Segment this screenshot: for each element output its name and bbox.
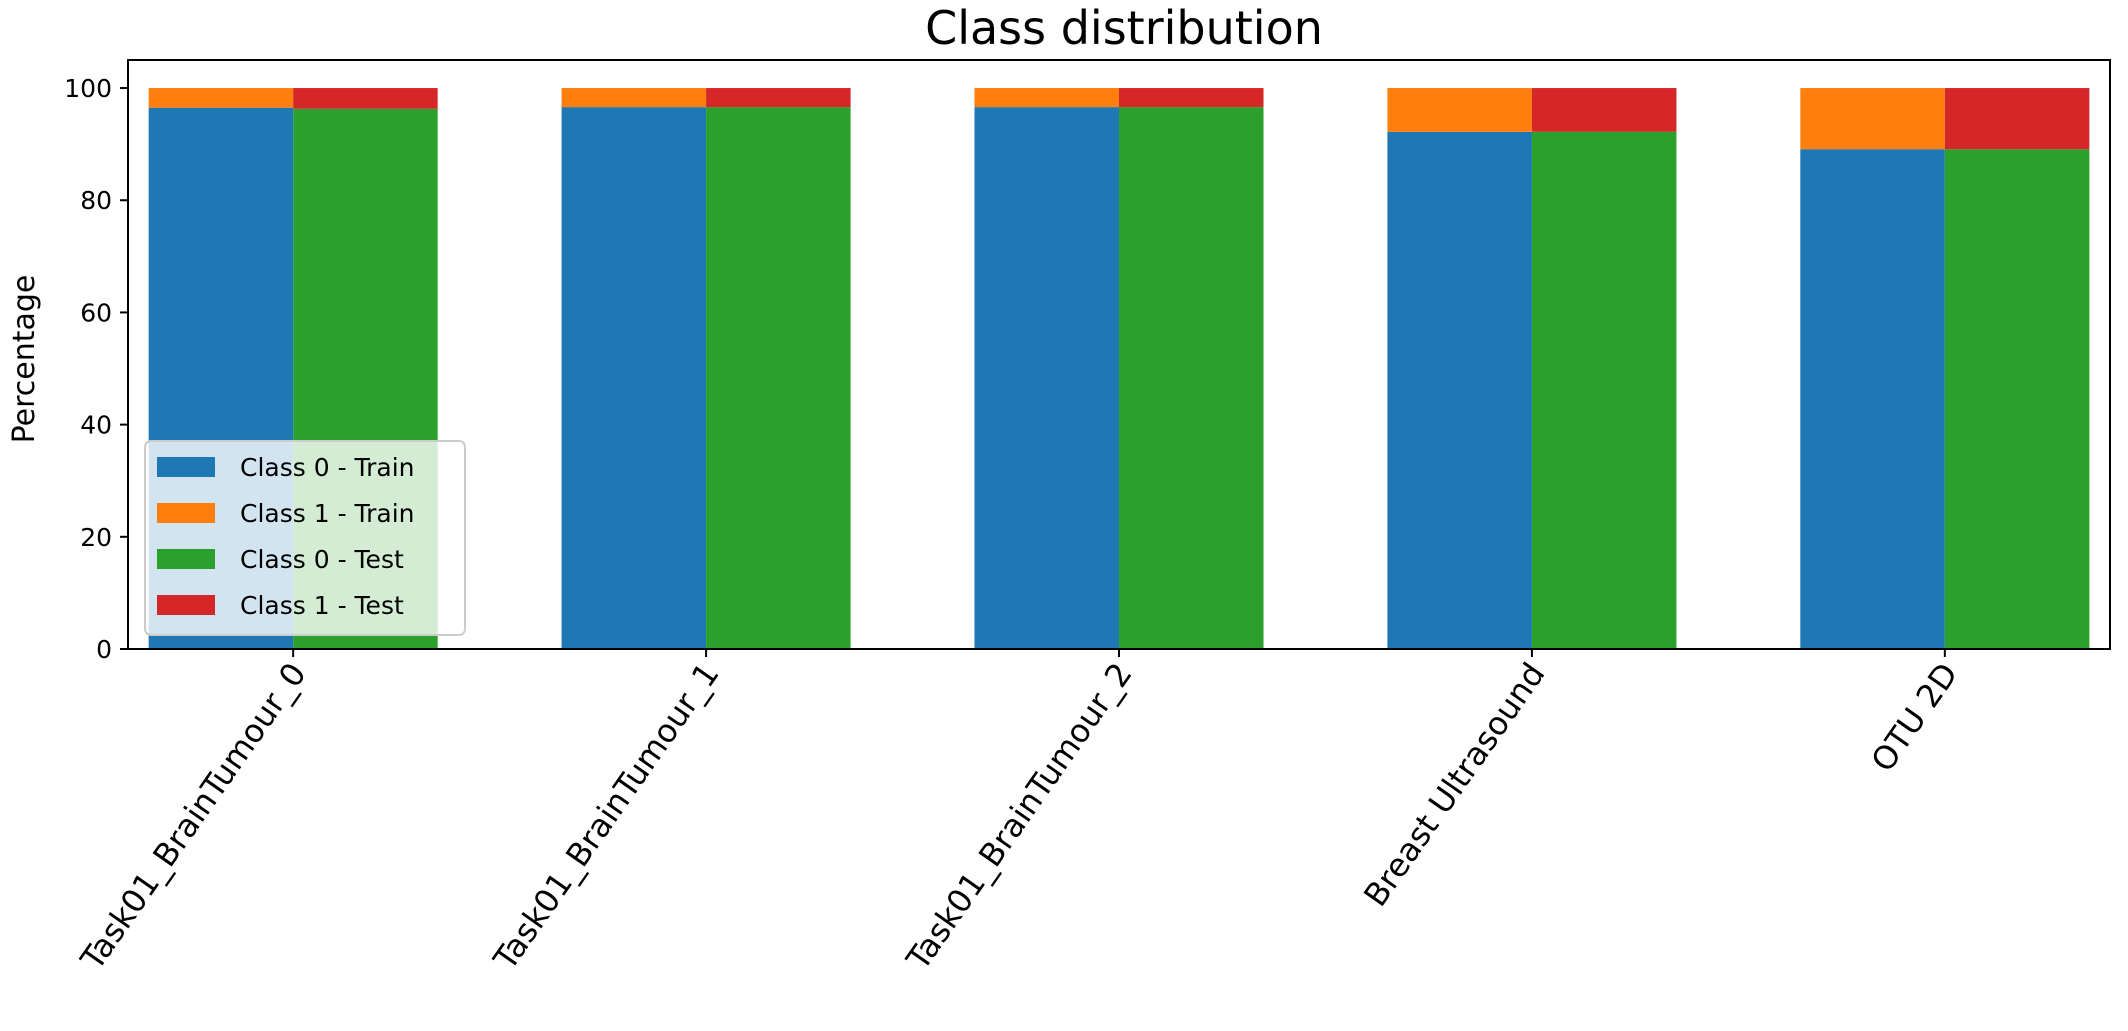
x-axis: Task01_BrainTumour_0 Task01_BrainTumour_1… xyxy=(73,649,1966,978)
legend-label: Class 1 - Test xyxy=(240,591,404,620)
bar-class-0-test-3 xyxy=(1531,131,1677,650)
bar-class-1-train-2 xyxy=(974,88,1119,108)
x-tick-label: Task01_BrainTumour_2 xyxy=(898,656,1139,978)
chart-title: Class distribution xyxy=(925,1,1323,55)
bar-class-1-test-2 xyxy=(1119,88,1264,108)
y-tick-label: 100 xyxy=(64,74,112,103)
bar-class-1-test-3 xyxy=(1531,88,1677,132)
bar-class-0-test-4 xyxy=(1944,149,2090,650)
bar-class-1-test-4 xyxy=(1944,88,2090,150)
bar-class-1-train-1 xyxy=(561,88,707,108)
x-tick-label: Breast Ultrasound xyxy=(1356,656,1552,914)
bar-class-1-train-0 xyxy=(148,88,294,108)
bar-class-0-train-2 xyxy=(974,107,1119,650)
bar-class-0-train-3 xyxy=(1387,131,1532,650)
bar-class-0-test-2 xyxy=(1119,107,1264,650)
legend-label: Class 1 - Train xyxy=(240,499,415,528)
y-axis-label: Percentage xyxy=(7,275,42,444)
y-tick-label: 40 xyxy=(80,411,112,440)
y-tick-label: 80 xyxy=(80,186,112,215)
bar-class-0-test-1 xyxy=(706,107,851,650)
y-tick-label: 60 xyxy=(80,298,112,327)
bar-class-1-test-1 xyxy=(706,88,851,108)
bar-class-0-train-1 xyxy=(561,107,707,650)
legend-swatch xyxy=(157,457,215,477)
legend-label: Class 0 - Train xyxy=(240,453,415,482)
legend: Class 0 - Train Class 1 - Train Class 0 - … xyxy=(144,440,466,636)
bar-class-1-train-3 xyxy=(1387,88,1532,132)
y-tick-label: 20 xyxy=(80,523,112,552)
bar-class-1-train-4 xyxy=(1800,88,1945,150)
x-tick-label: Task01_BrainTumour_0 xyxy=(73,656,314,978)
y-tick-label: 0 xyxy=(96,635,112,664)
legend-box xyxy=(144,440,466,636)
y-axis: 0 20 40 60 80 100 xyxy=(64,74,128,664)
bar-class-0-train-4 xyxy=(1800,149,1945,650)
x-tick-label: OTU 2D xyxy=(1864,656,1966,779)
x-tick-label: Task01_BrainTumour_1 xyxy=(485,656,726,978)
legend-swatch xyxy=(157,549,215,569)
legend-swatch xyxy=(157,595,215,615)
legend-swatch xyxy=(157,503,215,523)
bar-class-1-test-0 xyxy=(293,88,438,109)
legend-label: Class 0 - Test xyxy=(240,545,404,574)
